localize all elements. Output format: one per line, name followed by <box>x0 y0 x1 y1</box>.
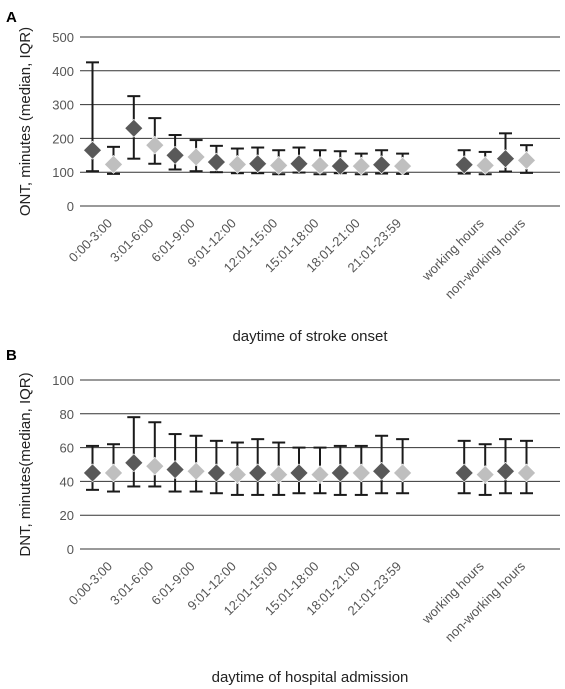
median-marker <box>165 145 185 165</box>
median-marker <box>454 463 474 483</box>
median-marker <box>289 463 309 483</box>
y-tick-label: 60 <box>60 441 74 456</box>
panel-label: A <box>6 9 17 26</box>
median-marker <box>310 156 330 175</box>
median-marker <box>372 155 392 175</box>
y-tick-label: 300 <box>52 98 74 113</box>
panel-a: A 0 100 200 300 400 500 ONT, minutes (median, I… <box>6 9 560 345</box>
median-marker <box>393 463 413 483</box>
median-marker <box>517 463 536 483</box>
median-marker <box>227 465 247 485</box>
median-marker <box>496 149 515 169</box>
y-axis-title: ONT, minutes (median, IQR) <box>17 27 34 216</box>
median-marker <box>289 154 309 174</box>
median-marker <box>393 156 413 176</box>
y-tick-label: 200 <box>52 131 74 146</box>
y-axis-title: DNT, minutes(median, IQR) <box>17 372 34 556</box>
median-marker <box>330 463 350 483</box>
median-marker <box>145 135 165 155</box>
median-marker <box>124 118 144 138</box>
median-marker <box>269 156 289 175</box>
median-marker <box>145 456 165 476</box>
y-tick-label: 40 <box>60 474 74 489</box>
y-tick-label: 0 <box>67 542 74 557</box>
x-tick-label: 3:01-6:00 <box>107 216 156 265</box>
y-tick-label: 20 <box>60 508 74 523</box>
median-marker <box>269 465 289 485</box>
median-marker <box>454 155 474 175</box>
y-tick-label: 500 <box>52 30 74 45</box>
x-axis-title: daytime of hospital admission <box>212 669 409 686</box>
panel-b: B 0 20 40 60 80 100 DNT, minutes(median, IQR) da… <box>6 347 560 686</box>
median-marker <box>165 460 185 479</box>
median-marker <box>372 461 392 481</box>
x-tick-label: 3:01-6:00 <box>107 559 156 608</box>
x-axis-title: daytime of stroke onset <box>232 328 388 345</box>
median-marker <box>475 156 495 175</box>
x-tick-label: non-working hours <box>442 215 529 302</box>
median-marker <box>83 140 102 160</box>
median-marker <box>227 155 247 174</box>
y-tick-label: 80 <box>60 407 74 422</box>
median-marker <box>310 465 330 485</box>
median-marker <box>186 147 206 167</box>
median-marker <box>104 155 123 174</box>
median-marker <box>206 152 226 172</box>
median-marker <box>124 453 144 473</box>
median-marker <box>517 150 536 170</box>
median-marker <box>330 156 350 176</box>
median-marker <box>186 461 206 481</box>
median-marker <box>351 156 371 176</box>
median-marker <box>83 463 102 483</box>
y-tick-label: 400 <box>52 64 74 79</box>
median-marker <box>104 463 123 483</box>
median-marker <box>206 463 226 483</box>
y-tick-label: 100 <box>52 165 74 180</box>
x-tick-label: non-working hours <box>442 558 529 645</box>
median-marker <box>496 461 515 481</box>
x-tick-label: 0:00-3:00 <box>66 559 115 608</box>
panel-label: B <box>6 347 17 364</box>
median-marker <box>248 463 268 483</box>
median-marker <box>351 463 371 483</box>
median-marker <box>475 465 495 485</box>
x-tick-label: 0:00-3:00 <box>66 216 115 265</box>
y-tick-label: 0 <box>67 199 74 214</box>
y-tick-label: 100 <box>52 373 74 388</box>
median-marker <box>248 154 268 174</box>
